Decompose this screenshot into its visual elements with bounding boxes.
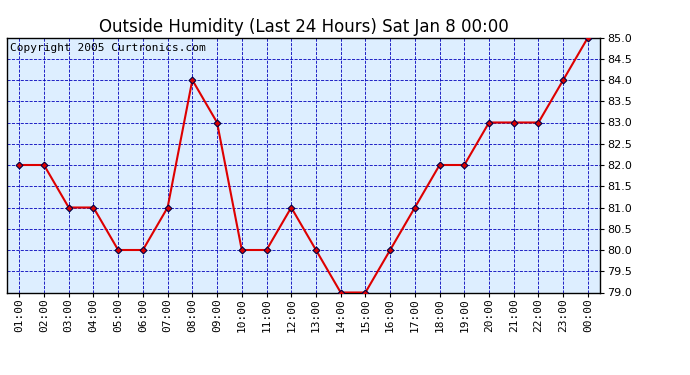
Text: Copyright 2005 Curtronics.com: Copyright 2005 Curtronics.com: [10, 43, 206, 52]
Title: Outside Humidity (Last 24 Hours) Sat Jan 8 00:00: Outside Humidity (Last 24 Hours) Sat Jan…: [99, 18, 509, 36]
